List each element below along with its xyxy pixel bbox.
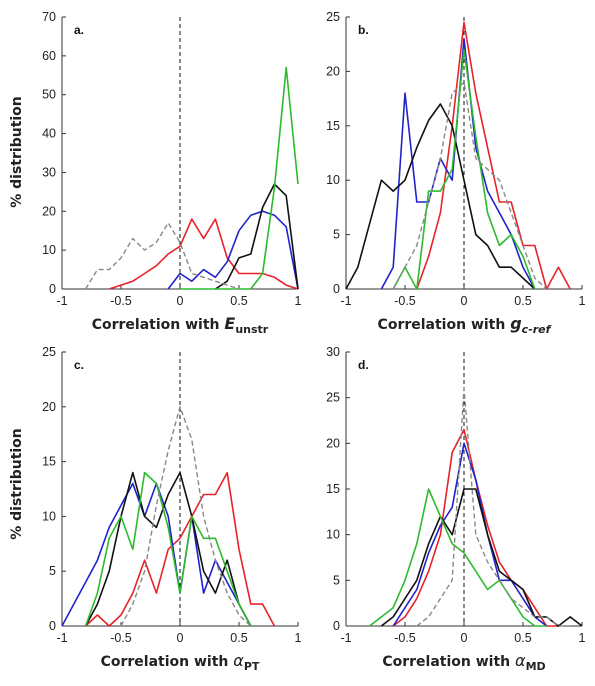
series-line-2	[61, 482, 252, 627]
x-tick-label: 0.5	[230, 631, 247, 645]
panel-label: c.	[74, 358, 84, 372]
series-line-2	[167, 210, 299, 290]
x-axis-label-subscript: PT	[244, 660, 260, 673]
panel-label: a.	[74, 23, 84, 37]
y-tick-label: 0	[49, 282, 56, 296]
y-tick-label: 0	[333, 619, 340, 633]
series-line-4	[180, 66, 299, 290]
x-axis-label-symbol: α	[515, 651, 526, 670]
series-line-1	[392, 428, 559, 627]
x-tick-label: 0	[461, 631, 468, 645]
x-axis-label-text: Correlation with	[92, 317, 225, 333]
series-line-3	[345, 103, 536, 290]
y-tick-label: 70	[42, 10, 56, 24]
series-line-3	[84, 471, 252, 627]
y-tick-label: 15	[42, 455, 56, 469]
y-tick-label: 50	[42, 88, 56, 102]
x-axis-label-symbol: α	[233, 651, 244, 670]
y-tick-label: 20	[42, 400, 56, 414]
series-line-4	[392, 48, 536, 290]
y-tick-label: 60	[42, 49, 56, 63]
y-tick-label: 0	[49, 619, 56, 633]
x-tick-label: -1	[340, 631, 351, 645]
x-axis-label-text: Correlation with	[382, 654, 515, 670]
x-axis-label: Correlation with αMD	[382, 651, 545, 673]
x-axis-label: Correlation with αPT	[101, 651, 260, 673]
panel-3: 0 5 10 15 20 25 -1 -0.5 0 0.5 1 c. Correlation with …	[42, 345, 301, 673]
y-tick-label: 10	[42, 243, 56, 257]
y-tick-label: 10	[42, 509, 56, 523]
x-axis-label: Correlation with Eunstr	[92, 314, 269, 336]
series-line-4	[369, 488, 547, 627]
x-axis-label-text: Correlation with	[378, 317, 511, 333]
y-axis-label-top: % distribution	[9, 96, 25, 208]
x-tick-label: 0.5	[514, 631, 531, 645]
series-line-1	[108, 218, 299, 290]
x-tick-label: -1	[340, 294, 351, 308]
y-tick-label: 15	[326, 482, 340, 496]
series-line-5	[416, 387, 571, 627]
x-tick-label: -0.5	[110, 631, 132, 645]
y-tick-label: 5	[333, 573, 340, 587]
y-tick-label: 25	[326, 10, 340, 24]
panel-label: d.	[358, 358, 369, 372]
y-tick-label: 20	[326, 64, 340, 78]
y-tick-label: 15	[326, 119, 340, 133]
x-tick-label: 1	[579, 631, 586, 645]
y-tick-label: 40	[42, 127, 56, 141]
y-tick-label: 30	[42, 165, 56, 179]
y-tick-label: 10	[326, 528, 340, 542]
x-tick-label: 1	[295, 294, 302, 308]
x-axis-label-subscript: MD	[526, 660, 546, 673]
x-axis-label-subscript: c-ref	[522, 323, 552, 336]
y-axis-label-bottom: % distribution	[9, 428, 25, 540]
y-tick-label: 25	[326, 391, 340, 405]
series-line-1	[85, 471, 276, 627]
y-tick-label: 5	[49, 564, 56, 578]
y-tick-label: 10	[326, 173, 340, 187]
y-tick-label: 20	[42, 204, 56, 218]
x-tick-label: 0.5	[230, 294, 247, 308]
x-tick-label: 1	[295, 631, 302, 645]
panel-2: 0 5 10 15 20 25 -1 -0.5 0 0.5 1 b. Correlation with …	[326, 10, 585, 336]
x-tick-label: 0	[461, 294, 468, 308]
y-tick-label: 0	[333, 282, 340, 296]
y-tick-label: 25	[42, 345, 56, 359]
x-tick-label: 0	[177, 294, 184, 308]
x-tick-label: -0.5	[394, 631, 416, 645]
series-line-4	[84, 471, 252, 627]
x-axis-label-symbol: E	[224, 314, 235, 333]
panel-1: 0 10 20 30 40 50 60 70 -1 -0.5 0 0.5 1 a. Correlation …	[42, 10, 301, 336]
y-tick-label: 5	[333, 228, 340, 242]
y-tick-label: 20	[326, 436, 340, 450]
series-line-5	[120, 406, 252, 627]
panel-label: b.	[358, 23, 369, 37]
series-line-1	[416, 21, 571, 290]
x-axis-label: Correlation with gc-ref	[378, 314, 552, 336]
series-line-5	[85, 222, 240, 290]
series-line-3	[214, 183, 299, 290]
x-axis-label-subscript: unstr	[235, 323, 268, 336]
x-tick-label: 1	[579, 294, 586, 308]
x-axis-label-text: Correlation with	[101, 654, 234, 670]
x-tick-label: 0	[177, 631, 184, 645]
panel-4: 0 5 10 15 20 25 30 -1 -0.5 0 0.5 1 d. Correlation wit…	[326, 345, 585, 673]
series-line-5	[392, 81, 548, 290]
x-tick-label: -0.5	[394, 294, 416, 308]
x-tick-label: 0.5	[514, 294, 531, 308]
y-tick-label: 30	[326, 345, 340, 359]
x-axis-label-symbol: g	[510, 314, 521, 333]
x-tick-label: -0.5	[110, 294, 132, 308]
x-tick-label: -1	[56, 294, 67, 308]
x-tick-label: -1	[56, 631, 67, 645]
